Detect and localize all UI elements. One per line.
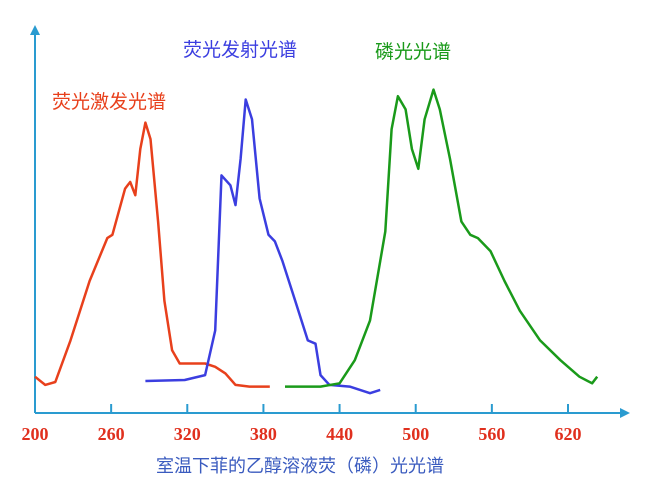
x-tick-label: 440 — [326, 424, 353, 444]
x-tick-label: 380 — [250, 424, 277, 444]
spectrum-line — [285, 88, 599, 388]
spectrum-line — [145, 98, 381, 395]
series-label: 磷光光谱 — [375, 41, 451, 63]
x-tick-label: 620 — [555, 424, 582, 444]
x-axis-label: 室温下菲的乙醇溶液荧（磷）光光谱 — [156, 456, 444, 477]
series-label: 荧光激发光谱 — [52, 91, 166, 113]
x-tick-label: 500 — [402, 424, 429, 444]
x-tick-label: 560 — [478, 424, 505, 444]
series-label: 荧光发射光谱 — [183, 39, 297, 61]
x-tick-label: 260 — [98, 424, 125, 444]
x-tick-label: 200 — [22, 424, 49, 444]
x-tick-label: 320 — [174, 424, 201, 444]
spectrum-line — [34, 121, 270, 388]
